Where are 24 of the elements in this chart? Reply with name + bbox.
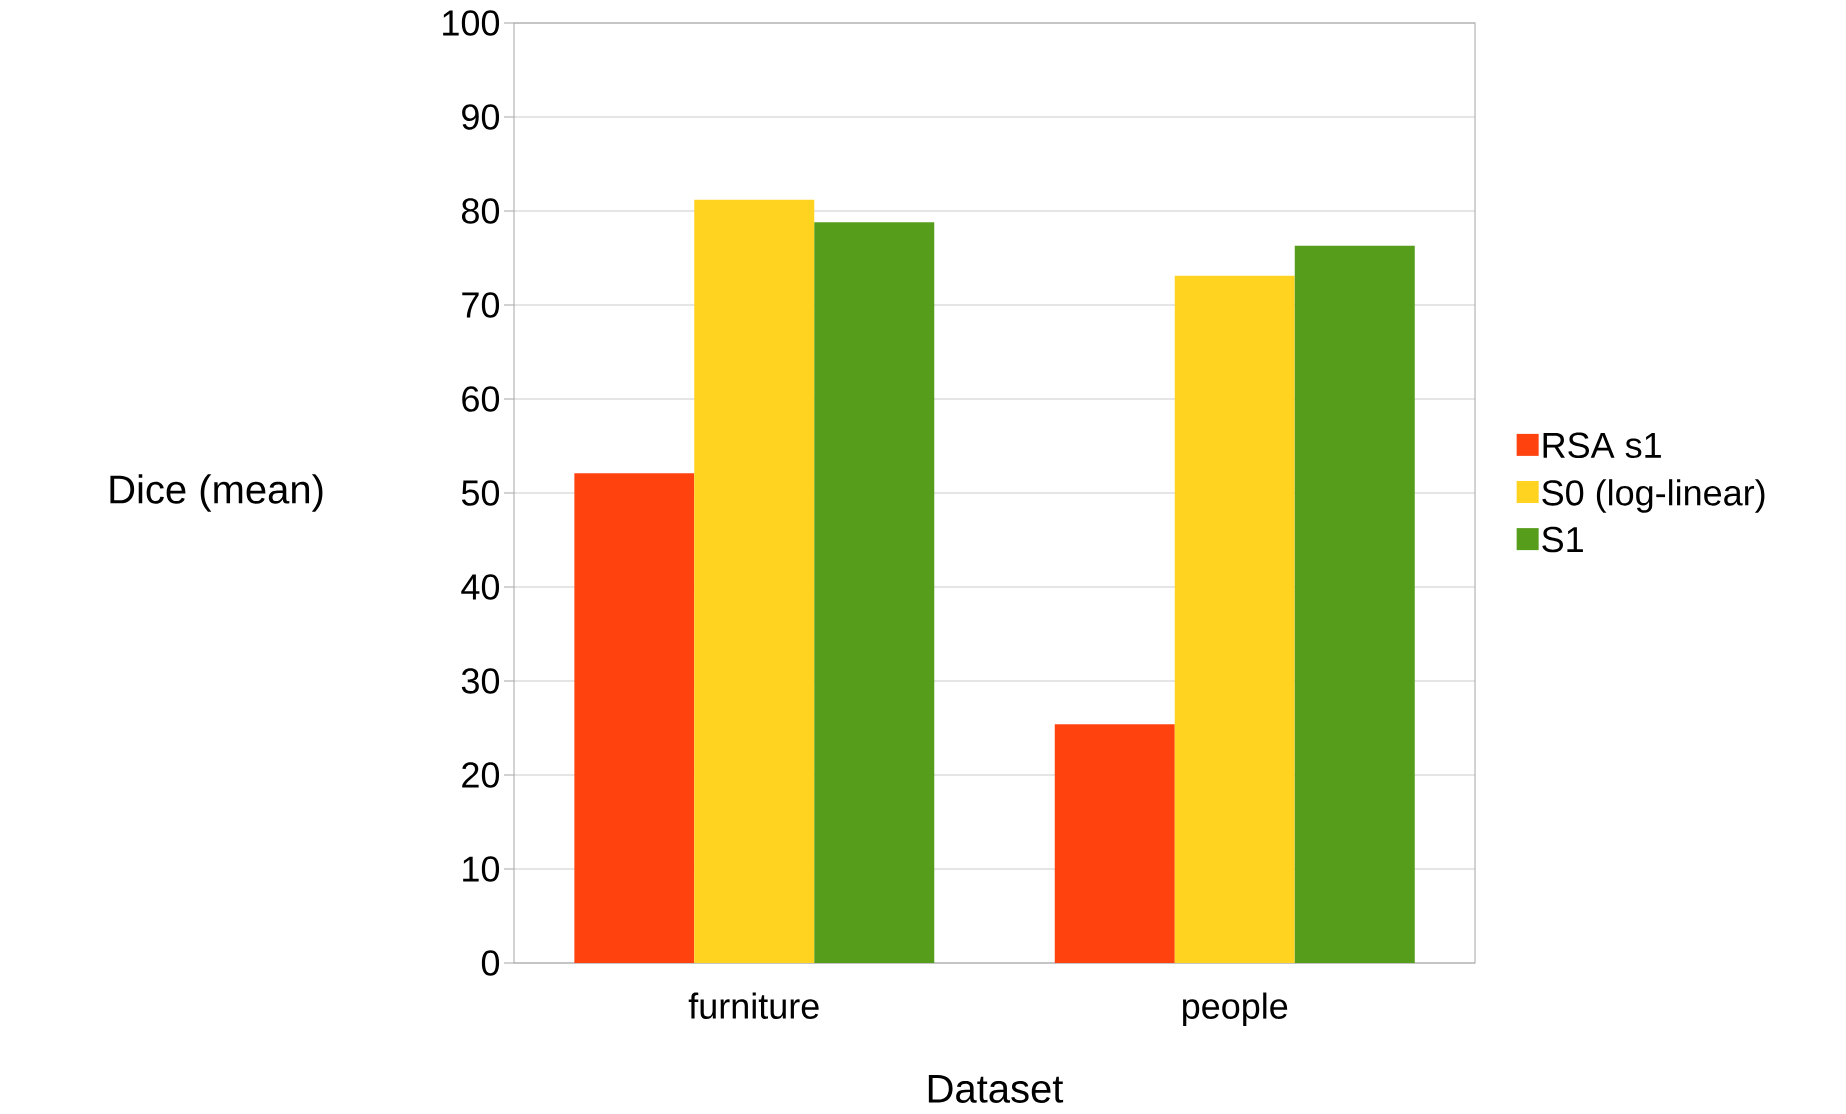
- x-axis-title: Dataset: [928, 1075, 1064, 1103]
- y-tick-label: 100: [443, 10, 500, 36]
- y-tick-label: 80: [461, 198, 500, 224]
- bar: [574, 473, 695, 963]
- y-tick-label: 90: [462, 104, 500, 130]
- y-tick-label: 20: [462, 762, 500, 788]
- y-tick-label: 30: [461, 668, 500, 694]
- legend-label: RSA s1: [1543, 432, 1661, 459]
- bar: [814, 222, 935, 963]
- y-tick-label: 0: [481, 950, 500, 976]
- bar: [1174, 275, 1295, 963]
- x-tick-label: people: [1183, 992, 1288, 1027]
- y-tick-label: 70: [462, 292, 500, 318]
- bar: [1054, 724, 1175, 963]
- y-tick-label: 10: [463, 856, 500, 882]
- y-tick-label: 50: [461, 480, 500, 506]
- legend-label: S0 (log-linear): [1542, 479, 1765, 513]
- bar: [694, 199, 815, 963]
- y-tick-label: 40: [461, 574, 500, 600]
- legend-label: S1: [1542, 526, 1583, 553]
- y-axis-title: Dice (mean): [110, 474, 323, 512]
- x-tick-label: furniture: [688, 992, 819, 1019]
- y-tick-label: 60: [462, 386, 500, 412]
- bar: [1294, 245, 1415, 963]
